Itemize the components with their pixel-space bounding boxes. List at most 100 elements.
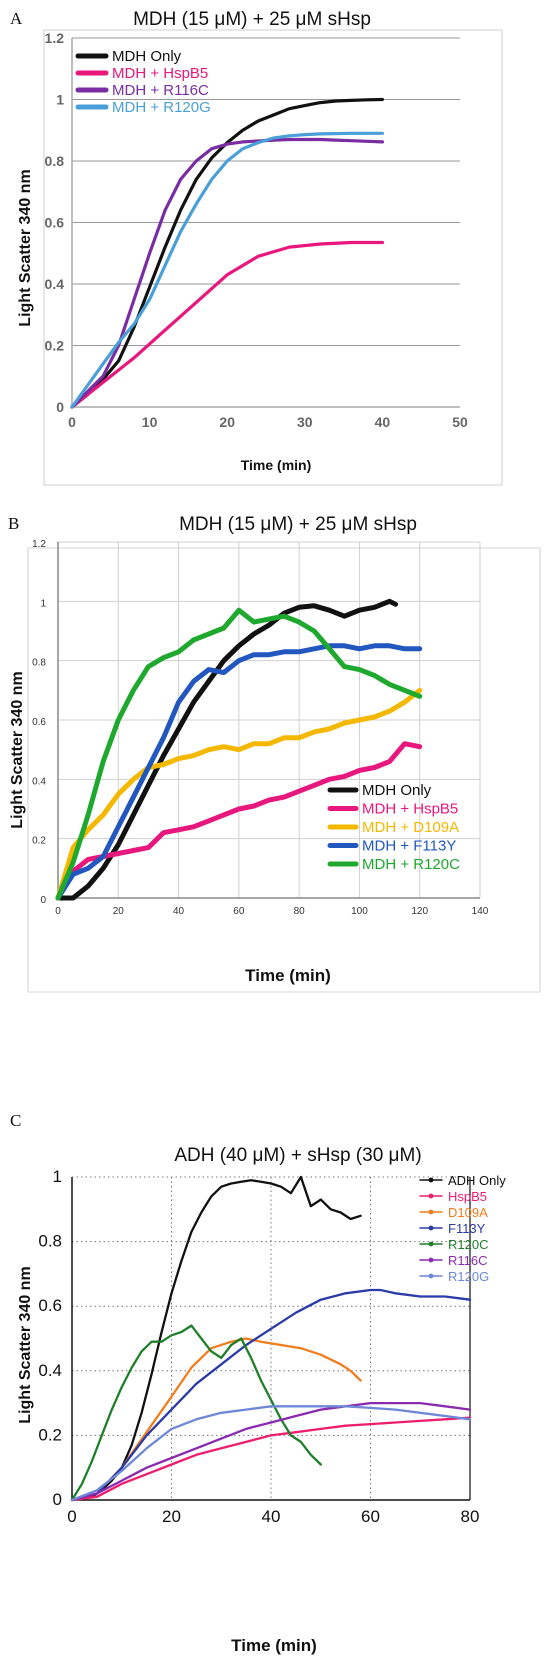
panel-b-x-tick-labels: 0 20 40 60 80 100 120 140 [55,906,489,917]
panel-b-y-tick-label: 0 [40,895,46,906]
panel-b-series-line-3 [55,643,423,901]
panel-c-y-tick-label: 1 [53,1167,62,1186]
panel-c-legend-label: ADH Only [448,1173,506,1188]
panel-b-series-line-0 [55,598,399,901]
panel-b-y-tick-label: 0.2 [32,836,46,847]
panel-b-series [55,598,423,901]
panel-b-x-tick-label: 140 [472,906,489,917]
panel-c-legend-marker [428,1193,434,1199]
panel-c-y-tick-labels: 0 0.2 0.4 0.6 0.8 1 [38,1167,62,1509]
panel-b-legend-label: MDH + F113Y [362,838,456,855]
panel-b-y-tick-label: 0.8 [32,658,46,669]
panel-c-series-line-5 [70,1401,472,1502]
panel-a-y-tick-label: 0.6 [45,215,65,231]
panel-a-axes [71,38,460,408]
panel-c-axes [71,1176,471,1501]
panel-a-letter: A [10,9,23,28]
panel-b-y-axis-label: Light Scatter 340 nm [9,671,26,828]
panel-c-title: ADH (40 μM) + sHsp (30 μM) [174,1145,421,1166]
panel-a-x-tick-label: 30 [297,414,313,430]
panel-a-x-tick-labels: 0 10 20 30 40 50 [68,414,468,430]
panel-a-y-tick-label: 1.2 [45,30,65,46]
panel-b-gridlines [58,541,481,898]
panel-a-legend-label: MDH Only [112,48,182,65]
panel-a-y-tick-label: 0.8 [45,153,65,169]
panel-a-frame [43,29,503,486]
panel-b-y-tick-labels: 0 0.2 0.4 0.6 0.8 1 1.2 [32,539,46,906]
panel-b-x-tick-label: 60 [233,906,245,917]
panel-b-x-tick-label: 80 [294,906,306,917]
panel-c-legend-label: HspB5 [448,1189,487,1204]
panel-a-legend-label: MDH + HspB5 [112,65,208,82]
panel-c-legend-marker [428,1241,434,1247]
panel-a-x-tick-label: 40 [375,414,391,430]
panel-b-x-tick-label: 0 [55,906,61,917]
panel-c-legend-label: F113Y [448,1221,486,1236]
panel-a-x-axis-label: Time (min) [241,457,312,473]
panel-b: B MDH (15 μM) + 25 μM sHsp 0 0.2 0.4 0.6 0.8… [8,514,541,993]
panel-a-y-tick-label: 1 [56,92,64,108]
panel-a-y-tick-label: 0.2 [45,338,65,354]
panel-a-series-line-3 [70,131,384,409]
panel-c-y-tick-label: 0.8 [38,1232,62,1251]
panel-b-series-line-1 [55,741,423,901]
panel-c-legend-label: D109A [448,1205,488,1220]
panel-a-x-tick-label: 10 [142,414,158,430]
panel-b-title: MDH (15 μM) + 25 μM sHsp [179,514,417,535]
panel-a-title: MDH (15 μM) + 25 μM sHsp [133,9,371,30]
panel-a-series-line-2 [70,137,384,409]
panel-c-y-axis-label: Light Scatter 340 nm [17,1266,34,1423]
panel-c-x-tick-label: 20 [162,1507,181,1526]
panel-b-series-line-4 [55,607,423,901]
panel-b-x-tick-label: 120 [411,906,428,917]
panel-a-y-tick-label: 0.4 [45,276,65,292]
panel-c-legend-label: R120C [448,1237,488,1252]
panel-a-x-tick-label: 0 [68,414,76,430]
panel-a-x-tick-label: 50 [452,414,468,430]
panel-b-y-tick-label: 0.6 [32,717,46,728]
panel-b-y-tick-label: 1.2 [32,539,46,550]
panel-b-y-tick-label: 0.4 [32,776,46,787]
panel-c-series-line-6 [70,1405,472,1502]
panel-b-x-tick-label: 40 [173,906,185,917]
panel-c-x-tick-label: 0 [67,1507,76,1526]
panel-c-x-axis-label: Time (min) [231,1636,317,1655]
panel-a-x-tick-label: 20 [219,414,235,430]
panel-c-series-line-3 [70,1288,472,1502]
panel-c-legend-marker [428,1257,434,1263]
panel-c-series-line-0 [70,1175,362,1502]
panel-b-x-tick-label: 100 [351,906,368,917]
panel-b-series-line-2 [55,687,423,901]
panel-c-x-tick-labels: 0 20 40 60 80 [67,1507,479,1526]
panel-a-legend-label: MDH + R120G [112,99,211,116]
panel-b-legend-label: MDH Only [362,782,432,799]
panel-a: A MDH (15 μM) + 25 μM sHsp 0 0.2 0.4 0.6 0.8… [10,9,503,486]
panel-c-legend-marker [428,1225,434,1231]
panel-a-series-line-1 [70,240,384,409]
panel-c-x-tick-label: 40 [262,1507,281,1526]
panel-b-letter: B [8,514,19,533]
panel-c-legend-marker [428,1273,434,1279]
panel-c-series-line-1 [70,1416,472,1502]
panel-a-y-axis-label: Light Scatter 340 nm [17,169,34,326]
panel-b-axes [57,542,480,899]
panel-c-x-tick-label: 80 [461,1507,480,1526]
panel-c: C ADH (40 μM) + sHsp (30 μM) 0 0.2 0.4 0.6 0… [10,1111,506,1655]
panel-b-frame [27,547,541,993]
panel-a-legend-label: MDH + R116C [112,82,209,99]
panel-c-legend-label: R120G [448,1269,489,1284]
panel-a-y-tick-label: 0 [56,399,64,415]
panel-b-legend-label: MDH + R120C [362,856,460,873]
panel-c-y-tick-label: 0.6 [38,1296,62,1315]
panel-c-y-tick-label: 0.2 [38,1425,62,1444]
panel-b-x-tick-label: 20 [113,906,125,917]
panel-c-series-line-4 [70,1324,322,1502]
panel-b-legend-label: MDH + HspB5 [362,801,458,818]
panel-a-y-tick-labels: 0 0.2 0.4 0.6 0.8 1 1.2 [45,30,65,415]
panel-c-letter: C [10,1111,21,1130]
panel-c-legend-label: R116C [448,1253,488,1268]
panel-c-y-tick-label: 0.4 [38,1361,62,1380]
